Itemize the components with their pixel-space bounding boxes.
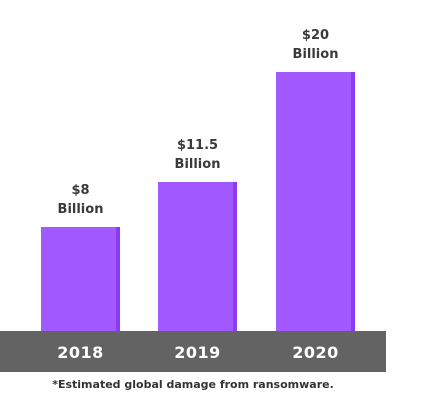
category-label-2018: 2018 xyxy=(57,343,104,362)
data-label-amount: $8 xyxy=(71,183,90,198)
chart-footnote: *Estimated global damage from ransomware… xyxy=(52,378,334,391)
bar-2019 xyxy=(158,182,237,331)
data-label-unit: Billion xyxy=(174,157,221,172)
bar-2018 xyxy=(41,227,120,331)
data-label-amount: $20 xyxy=(301,28,330,43)
data-label-unit: Billion xyxy=(57,202,104,217)
bar-2020 xyxy=(276,72,355,331)
category-label-2020: 2020 xyxy=(292,343,339,362)
category-label-2019: 2019 xyxy=(174,343,221,362)
data-label-unit: Billion xyxy=(292,47,339,62)
category-axis-band xyxy=(0,331,386,372)
data-label-amount: $11.5 xyxy=(176,138,219,153)
data-label-2020: $20 Billion xyxy=(261,26,371,64)
data-label-2019: $11.5 Billion xyxy=(143,136,253,174)
data-label-2018: $8 Billion xyxy=(26,181,136,219)
